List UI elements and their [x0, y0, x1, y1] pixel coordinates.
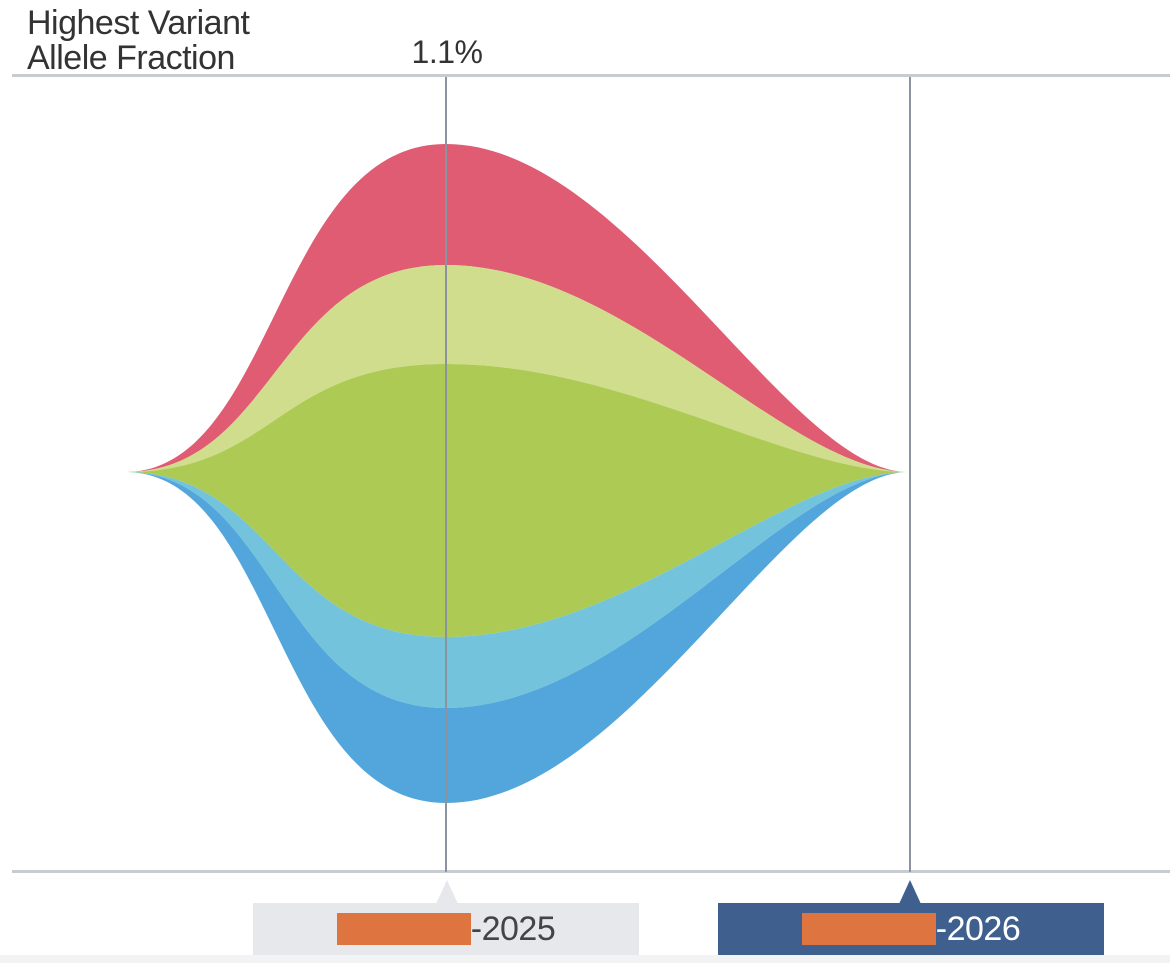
vaf-label-timepoint-1: 1.1%: [411, 34, 483, 70]
timepoint-2-line: [909, 77, 911, 872]
y-axis-title-line-1: Highest Variant: [27, 4, 250, 42]
series-band-3: [125, 364, 908, 637]
timepoint-tab-2025[interactable]: -2025: [253, 903, 639, 955]
timepoint-1-pointer: [436, 880, 458, 904]
top-axis-line: [12, 74, 1170, 77]
series-band-4: [125, 472, 908, 708]
series-band-5: [125, 472, 908, 803]
footer-strip: [0, 955, 1170, 963]
bottom-axis-line: [12, 870, 1170, 873]
timepoint-1-line: [445, 77, 447, 872]
series-band-2: [125, 265, 908, 472]
timepoint-tab-2026[interactable]: -2026: [718, 903, 1104, 955]
timepoint-tab-label: -2025: [470, 909, 556, 948]
timepoint-tab-label: -2026: [935, 909, 1021, 948]
redaction-block: [336, 913, 471, 945]
timepoint-2-pointer: [899, 880, 921, 904]
y-axis-title: Highest Variant Allele Fraction: [27, 4, 250, 77]
y-axis-title-line-2: Allele Fraction: [27, 39, 235, 77]
redaction-block: [801, 913, 936, 945]
series-band-1: [125, 144, 908, 472]
